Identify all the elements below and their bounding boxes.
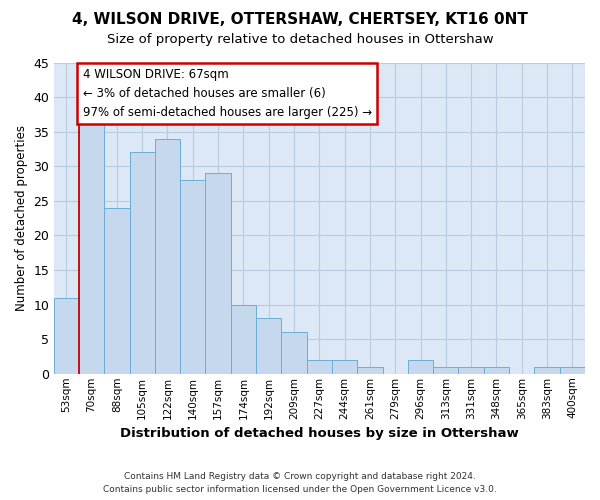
Text: Size of property relative to detached houses in Ottershaw: Size of property relative to detached ho… — [107, 32, 493, 46]
Y-axis label: Number of detached properties: Number of detached properties — [15, 125, 28, 311]
Bar — [231, 304, 256, 374]
Bar — [256, 318, 281, 374]
Bar — [560, 367, 585, 374]
Bar — [130, 152, 155, 374]
Bar — [53, 298, 79, 374]
Bar — [433, 367, 458, 374]
Text: Contains HM Land Registry data © Crown copyright and database right 2024.
Contai: Contains HM Land Registry data © Crown c… — [103, 472, 497, 494]
Bar — [104, 208, 130, 374]
Bar — [307, 360, 332, 374]
Bar — [357, 367, 383, 374]
Bar — [281, 332, 307, 374]
Bar — [408, 360, 433, 374]
Bar — [332, 360, 357, 374]
Bar — [535, 367, 560, 374]
Bar — [458, 367, 484, 374]
Bar — [180, 180, 205, 374]
Bar — [79, 118, 104, 374]
Bar — [205, 173, 231, 374]
Bar — [484, 367, 509, 374]
Bar — [155, 138, 180, 374]
Text: 4 WILSON DRIVE: 67sqm
← 3% of detached houses are smaller (6)
97% of semi-detach: 4 WILSON DRIVE: 67sqm ← 3% of detached h… — [83, 68, 372, 119]
Text: 4, WILSON DRIVE, OTTERSHAW, CHERTSEY, KT16 0NT: 4, WILSON DRIVE, OTTERSHAW, CHERTSEY, KT… — [72, 12, 528, 28]
X-axis label: Distribution of detached houses by size in Ottershaw: Distribution of detached houses by size … — [120, 427, 518, 440]
